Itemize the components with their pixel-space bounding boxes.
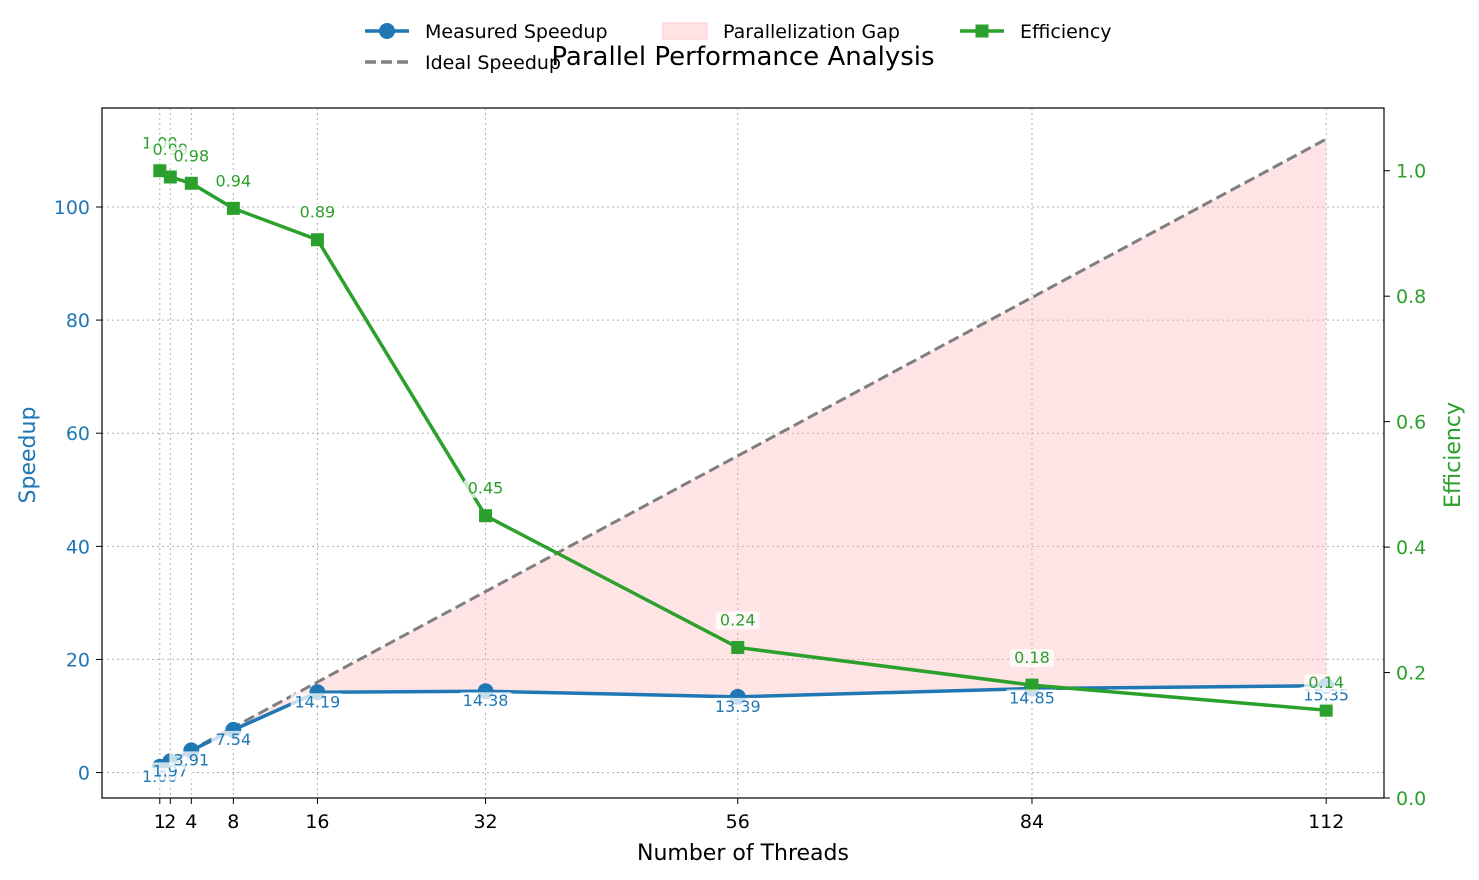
x-tick-label: 1: [154, 811, 166, 833]
x-axis-label: Number of Threads: [637, 841, 849, 866]
efficiency-label: 0.98: [174, 146, 210, 165]
measured-speedup-label-bg: [1005, 689, 1059, 708]
measured-speedup-label: 14.38: [463, 691, 509, 710]
y-right-tick-label: 0.4: [1396, 537, 1426, 559]
efficiency-label-bg: [715, 611, 760, 630]
y-left-tick-label: 20: [66, 649, 90, 671]
y-axis-right-label: Efficiency: [1441, 402, 1466, 508]
efficiency-point: [1319, 703, 1333, 717]
measured-speedup-label: 3.91: [174, 750, 210, 769]
measured-speedup-label-bg: [290, 693, 345, 712]
x-tick-label: 32: [473, 811, 497, 833]
measured-speedup-label: 7.54: [216, 730, 252, 749]
y-right-tick-label: 0.6: [1396, 412, 1426, 434]
plot-frame: [101, 107, 1385, 799]
legend-label: Parallelization Gap: [723, 21, 900, 43]
efficiency-point: [226, 201, 240, 215]
x-tick-label: 16: [305, 811, 329, 833]
data-labels: 1.001.973.917.5414.1914.3813.3914.8515.3…: [137, 134, 1353, 786]
legend-label: Ideal Speedup: [425, 52, 561, 74]
legend-label: Efficiency: [1020, 21, 1112, 43]
efficiency-label: 0.45: [468, 479, 504, 498]
x-tick-label: 4: [185, 811, 197, 833]
legend-patch: [662, 22, 708, 40]
y-left-tick-label: 80: [66, 310, 90, 332]
measured-speedup-label: 14.19: [295, 692, 341, 711]
efficiency-label: 0.14: [1308, 673, 1344, 692]
efficiency-point: [1025, 678, 1039, 692]
measured-speedup-label: 14.85: [1009, 689, 1055, 708]
legend-marker: [975, 24, 989, 38]
x-tick-label: 8: [227, 811, 239, 833]
efficiency-label: 0.18: [1014, 648, 1050, 667]
legend-label: Measured Speedup: [425, 21, 608, 43]
measured-speedup-label-bg: [458, 692, 513, 711]
measured-speedup-label-bg: [169, 751, 214, 770]
efficiency-label-bg: [1304, 674, 1349, 693]
x-tick-label: 84: [1020, 811, 1044, 833]
y-left-tick-label: 100: [54, 197, 90, 219]
efficiency-label-bg: [463, 479, 508, 498]
y-right-tick-label: 0.8: [1396, 286, 1426, 308]
axes: 12 4 8 16 32 56 84 112 0 20 40 60 80 100 0.0 0.2 0.4 0.6 0…: [54, 161, 1426, 833]
measured-speedup-label-bg: [710, 697, 765, 716]
efficiency-point: [184, 176, 198, 190]
efficiency-label-bg: [211, 172, 256, 191]
x-tick-label: 56: [726, 811, 750, 833]
efficiency-label: 0.24: [720, 610, 756, 629]
efficiency-point: [163, 170, 177, 184]
efficiency-label: 0.89: [300, 203, 336, 222]
grid-lines: [102, 108, 1384, 798]
efficiency-point: [153, 164, 167, 178]
efficiency-point: [479, 509, 493, 523]
efficiency-label-bg: [169, 147, 214, 166]
y-left-tick-label: 0: [78, 763, 90, 785]
y-right-tick-label: 0.2: [1396, 663, 1426, 685]
y-left-tick-label: 40: [66, 536, 90, 558]
efficiency-label-bg: [1009, 649, 1054, 668]
y-right-tick-label: 0.0: [1396, 788, 1426, 810]
legend-marker: [379, 23, 395, 39]
efficiency-label-bg: [295, 203, 340, 222]
y-axis-left-label: Speedup: [16, 407, 41, 504]
x-tick-label: 2: [164, 811, 176, 833]
chart-title: Parallel Performance Analysis: [551, 42, 934, 72]
legend: Measured Speedup Parallelization Gap Effic…: [365, 21, 1112, 74]
measured-speedup-label: 13.39: [715, 697, 761, 716]
y-right-tick-label: 1.0: [1396, 161, 1426, 183]
y-left-tick-label: 60: [66, 423, 90, 445]
measured-speedup-label-bg: [211, 730, 256, 749]
efficiency-label: 0.94: [216, 171, 252, 190]
x-tick-label: 112: [1308, 811, 1344, 833]
efficiency-point: [310, 233, 324, 247]
efficiency-point: [731, 640, 745, 654]
